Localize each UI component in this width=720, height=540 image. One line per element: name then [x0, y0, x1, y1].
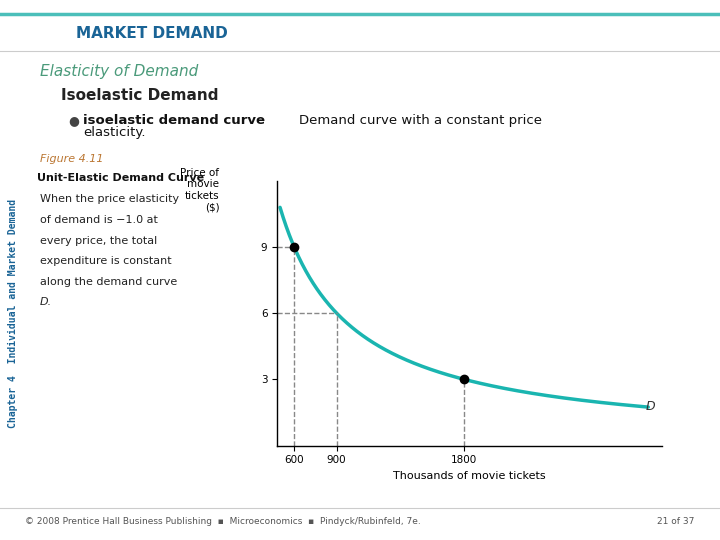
Text: expenditure is constant: expenditure is constant	[40, 256, 171, 266]
Text: Elasticity of Demand: Elasticity of Demand	[40, 64, 198, 79]
Text: 21 of 37: 21 of 37	[657, 517, 695, 526]
Y-axis label: Price of
movie
tickets
($): Price of movie tickets ($)	[181, 168, 220, 213]
Text: every price, the total: every price, the total	[40, 235, 157, 246]
Text: elasticity.: elasticity.	[83, 126, 145, 139]
Text: D.: D.	[40, 297, 52, 307]
Text: MARKET DEMAND: MARKET DEMAND	[76, 26, 228, 41]
Text: isoelastic demand curve: isoelastic demand curve	[83, 114, 265, 127]
Text: D: D	[645, 400, 655, 413]
Text: of demand is −1.0 at: of demand is −1.0 at	[40, 215, 158, 225]
Text: Unit-Elastic Demand Curve: Unit-Elastic Demand Curve	[37, 173, 204, 183]
Text: Chapter 4  Individual and Market Demand: Chapter 4 Individual and Market Demand	[8, 199, 18, 428]
Text: Demand curve with a constant price: Demand curve with a constant price	[299, 114, 541, 127]
Text: When the price elasticity: When the price elasticity	[40, 194, 179, 205]
Text: Isoelastic Demand: Isoelastic Demand	[61, 88, 219, 103]
Text: Figure 4.11: Figure 4.11	[40, 154, 103, 164]
Text: ●: ●	[68, 114, 79, 127]
Text: along the demand curve: along the demand curve	[40, 276, 177, 287]
Text: © 2008 Prentice Hall Business Publishing  ▪  Microeconomics  ▪  Pindyck/Rubinfel: © 2008 Prentice Hall Business Publishing…	[25, 517, 421, 526]
Text: 4.3: 4.3	[23, 24, 55, 43]
X-axis label: Thousands of movie tickets: Thousands of movie tickets	[394, 471, 546, 481]
